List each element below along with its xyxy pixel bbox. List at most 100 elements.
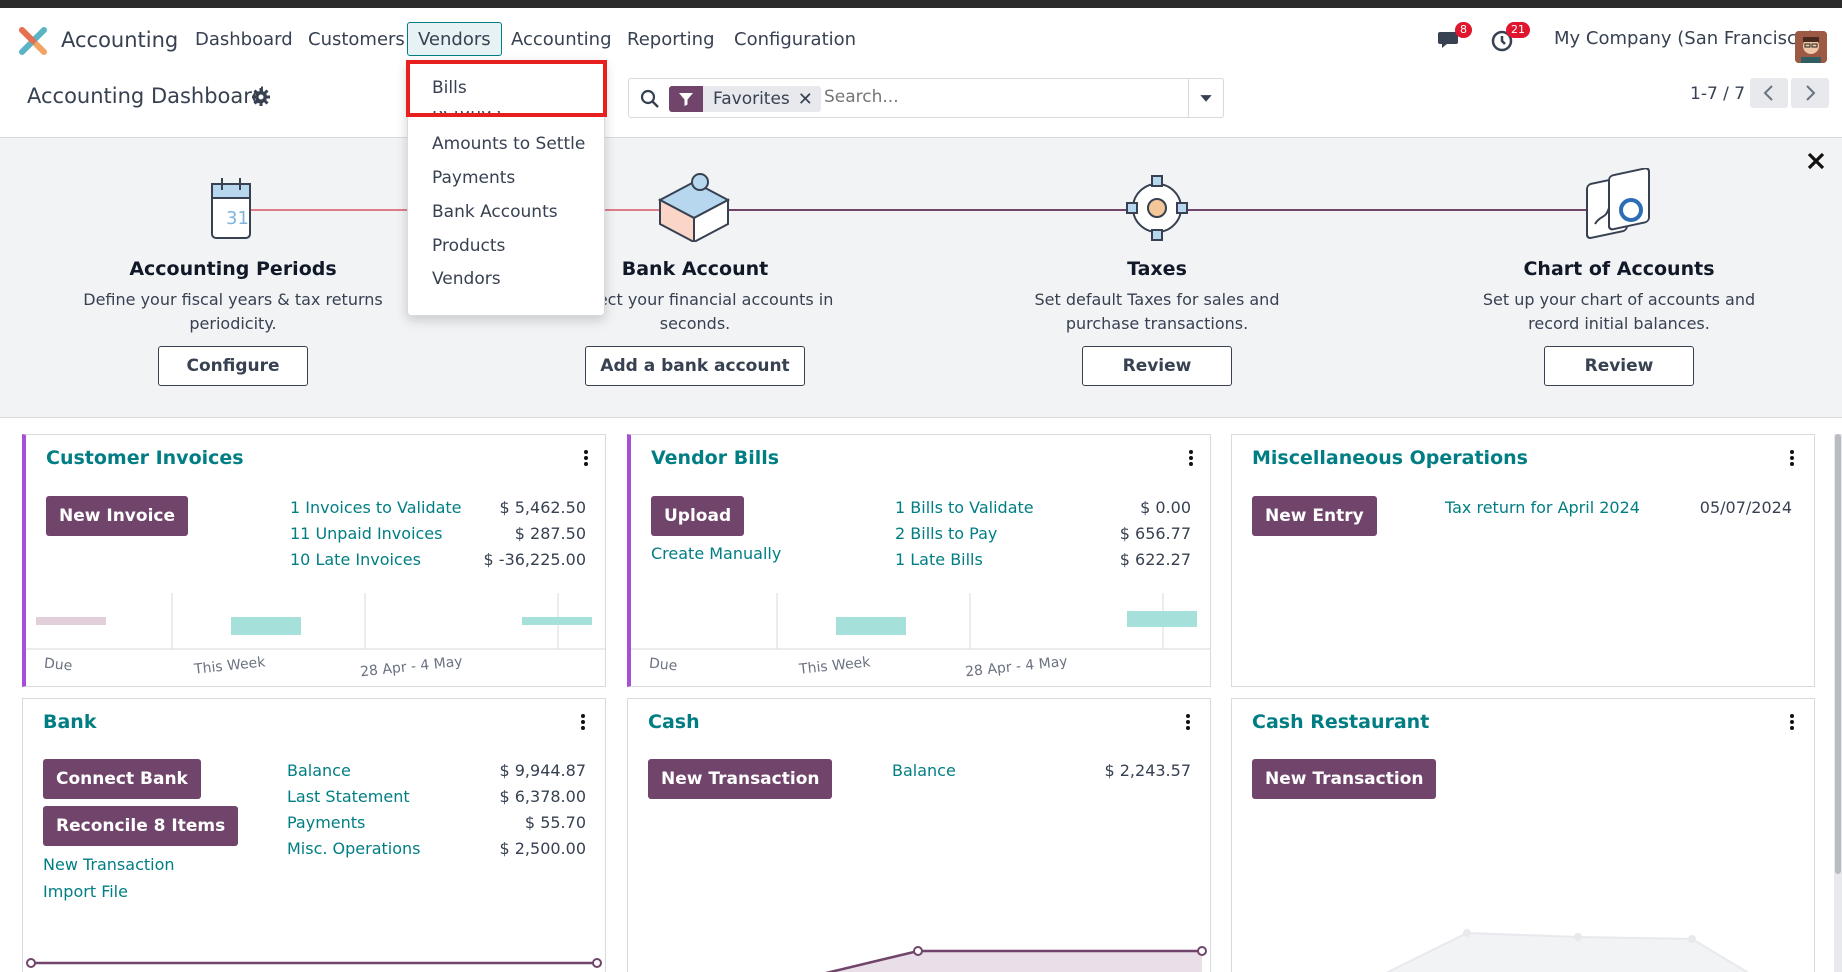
misc-operations-link[interactable]: Misc. Operations (287, 839, 421, 858)
menu-item-bills[interactable]: Bills (432, 78, 467, 98)
pager-next[interactable] (1791, 78, 1829, 108)
card-title[interactable]: Customer Invoices (46, 447, 244, 469)
review-taxes-button[interactable]: Review (1082, 346, 1232, 386)
search-input[interactable] (824, 87, 1154, 107)
filter-icon (669, 86, 703, 112)
cash-restaurant-line-chart[interactable] (1232, 925, 1816, 972)
kebab-menu-icon[interactable] (583, 449, 589, 467)
invoices-bar-chart[interactable] (26, 593, 606, 653)
activities-clock-icon[interactable] (1490, 29, 1514, 53)
axis-label-due: Due (648, 655, 679, 675)
step-title: Chart of Accounts (1523, 258, 1715, 280)
pager-value[interactable]: 1-7 / 7 (1690, 84, 1746, 104)
late-bills-link[interactable]: 1 Late Bills (895, 550, 983, 569)
scrollbar[interactable] (1834, 434, 1842, 972)
menu-item-products[interactable]: Products (432, 236, 506, 256)
taxes-gear-icon (1126, 175, 1188, 241)
review-chart-button[interactable]: Review (1544, 346, 1694, 386)
balance-link[interactable]: Balance (287, 761, 351, 780)
card-title[interactable]: Miscellaneous Operations (1252, 447, 1528, 469)
kebab-menu-icon[interactable] (1789, 449, 1795, 467)
new-transaction-button[interactable]: New Transaction (648, 759, 833, 799)
import-file-link[interactable]: Import File (43, 882, 128, 901)
new-entry-button[interactable]: New Entry (1252, 496, 1377, 536)
create-manually-link[interactable]: Create Manually (651, 544, 782, 563)
menu-item-bank-accounts[interactable]: Bank Accounts (432, 202, 558, 222)
new-transaction-button[interactable]: New Transaction (1252, 759, 1437, 799)
top-navbar: Accounting Dashboard Customers Vendors A… (0, 8, 1842, 70)
menu-dashboard[interactable]: Dashboard (195, 29, 293, 50)
menu-item-amounts-to-settle[interactable]: Amounts to Settle (432, 134, 586, 154)
unpaid-invoices-link[interactable]: 11 Unpaid Invoices (290, 524, 443, 543)
bills-bar-chart[interactable] (631, 593, 1211, 653)
company-switcher[interactable]: My Company (San Francisco) (1554, 28, 1815, 49)
invoices-to-validate-link[interactable]: 1 Invoices to Validate (290, 498, 462, 517)
favorites-facet[interactable]: Favorites ✕ (669, 86, 821, 112)
kebab-menu-icon[interactable] (580, 713, 586, 731)
step-title: Bank Account (621, 258, 769, 280)
bank-line-chart[interactable] (23, 949, 607, 972)
scrollbar-thumb[interactable] (1835, 434, 1841, 874)
card-title[interactable]: Bank (43, 711, 97, 733)
axis-label-due: Due (43, 655, 74, 675)
journal-card-cash-restaurant: Cash Restaurant New Transaction (1231, 698, 1815, 972)
accounting-app-icon[interactable] (18, 26, 48, 56)
chevron-left-icon (1763, 85, 1773, 101)
bills-to-validate-amount: $ 0.00 (1140, 498, 1191, 517)
menu-customers[interactable]: Customers (308, 29, 405, 50)
kebab-menu-icon[interactable] (1789, 713, 1795, 731)
new-transaction-link[interactable]: New Transaction (43, 855, 175, 874)
late-invoices-link[interactable]: 10 Late Invoices (290, 550, 421, 569)
bar-due (36, 617, 106, 625)
payments-link[interactable]: Payments (287, 813, 366, 832)
tax-return-link[interactable]: Tax return for April 2024 (1445, 498, 1640, 517)
card-title[interactable]: Cash (648, 711, 700, 733)
gear-icon[interactable] (251, 87, 271, 107)
last-statement-link[interactable]: Last Statement (287, 787, 410, 806)
axis-label-this-week: This Week (193, 654, 267, 678)
facet-remove-icon[interactable]: ✕ (797, 88, 813, 110)
calendar-icon: 31 (211, 178, 251, 239)
menu-configuration[interactable]: Configuration (734, 29, 857, 50)
configure-button[interactable]: Configure (158, 346, 308, 386)
user-avatar[interactable] (1795, 31, 1827, 63)
journal-card-customer-invoices: Customer Invoices New Invoice 1 Invoices… (22, 434, 606, 687)
journal-card-misc-operations: Miscellaneous Operations New Entry Tax r… (1231, 434, 1815, 687)
bills-highlight-box (406, 60, 607, 117)
menu-item-vendors[interactable]: Vendors (432, 269, 501, 289)
window-top-strip (0, 0, 1842, 8)
bar-28-apr (522, 617, 592, 625)
add-bank-account-button[interactable]: Add a bank account (585, 346, 805, 386)
upload-button[interactable]: Upload (651, 496, 745, 536)
app-name[interactable]: Accounting (61, 28, 179, 52)
vendors-dropdown-menu: Bills Refunds Amounts to Settle Payments… (407, 60, 605, 316)
pager-previous[interactable] (1750, 78, 1788, 108)
kebab-menu-icon[interactable] (1188, 449, 1194, 467)
menu-item-payments[interactable]: Payments (432, 168, 516, 188)
chart-of-accounts-icon (1586, 168, 1650, 239)
messages-icon[interactable] (1437, 28, 1463, 52)
close-onboarding-icon[interactable] (1805, 150, 1827, 172)
search-options-toggle[interactable] (1188, 78, 1224, 118)
step-title: Taxes (1127, 258, 1187, 280)
menu-vendors[interactable]: Vendors (407, 22, 502, 56)
connect-bank-button[interactable]: Connect Bank (43, 759, 201, 799)
balance-link[interactable]: Balance (892, 761, 956, 780)
cash-line-chart[interactable] (628, 935, 1212, 972)
reconcile-items-button[interactable]: Reconcile 8 Items (43, 806, 239, 846)
bills-to-validate-link[interactable]: 1 Bills to Validate (895, 498, 1034, 517)
bills-to-pay-link[interactable]: 2 Bills to Pay (895, 524, 998, 543)
card-title[interactable]: Vendor Bills (651, 447, 780, 469)
menu-accounting[interactable]: Accounting (511, 29, 612, 50)
bills-to-pay-amount: $ 656.77 (1119, 524, 1191, 543)
menu-reporting[interactable]: Reporting (627, 29, 715, 50)
card-title[interactable]: Cash Restaurant (1252, 711, 1430, 733)
journal-card-bank: Bank Connect Bank Reconcile 8 Items New … (22, 698, 606, 972)
page-title: Accounting Dashboard (27, 84, 265, 108)
last-statement-amount: $ 6,378.00 (499, 787, 586, 806)
chevron-right-icon (1806, 85, 1816, 101)
kebab-menu-icon[interactable] (1185, 713, 1191, 731)
new-invoice-button[interactable]: New Invoice (46, 496, 189, 536)
axis-label-date-range: 28 Apr - 4 May (964, 653, 1069, 681)
search-icon[interactable] (639, 88, 661, 110)
